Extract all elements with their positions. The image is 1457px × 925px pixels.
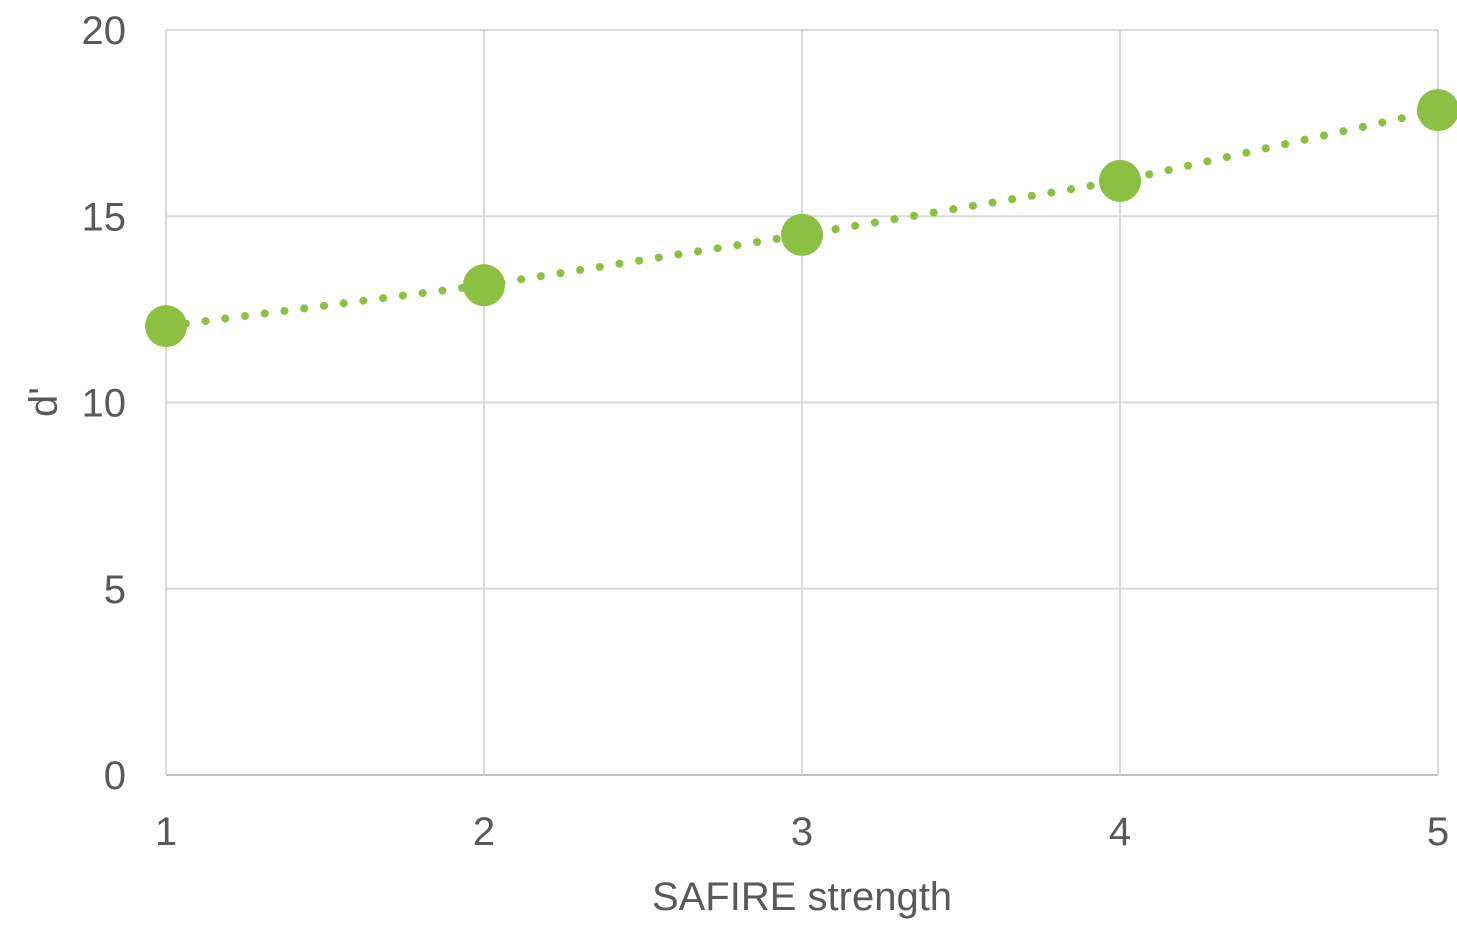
- data-point: [1099, 159, 1141, 202]
- data-point: [781, 213, 823, 256]
- x-tick-label: 1: [155, 810, 177, 854]
- data-point: [463, 264, 505, 307]
- y-axis-title: d': [22, 387, 66, 417]
- x-tick-label: 4: [1109, 810, 1131, 854]
- data-point: [1417, 89, 1457, 132]
- x-axis-title: SAFIRE strength: [652, 875, 952, 919]
- x-tick-labels: 1 2 3 4 5: [155, 810, 1449, 854]
- data-point: [145, 305, 187, 348]
- y-tick-label: 5: [104, 568, 126, 612]
- y-tick-label: 15: [82, 195, 127, 239]
- y-tick-label: 20: [82, 9, 127, 53]
- y-tick-labels: 0 5 10 15 20: [82, 9, 127, 798]
- x-tick-label: 5: [1427, 810, 1449, 854]
- grid-lines: [165, 29, 1439, 776]
- x-tick-label: 3: [791, 810, 813, 854]
- y-tick-label: 0: [104, 754, 126, 798]
- x-tick-label: 2: [473, 810, 495, 854]
- y-tick-label: 10: [82, 382, 127, 426]
- series-line: [162, 106, 1442, 331]
- data-series: [145, 89, 1457, 348]
